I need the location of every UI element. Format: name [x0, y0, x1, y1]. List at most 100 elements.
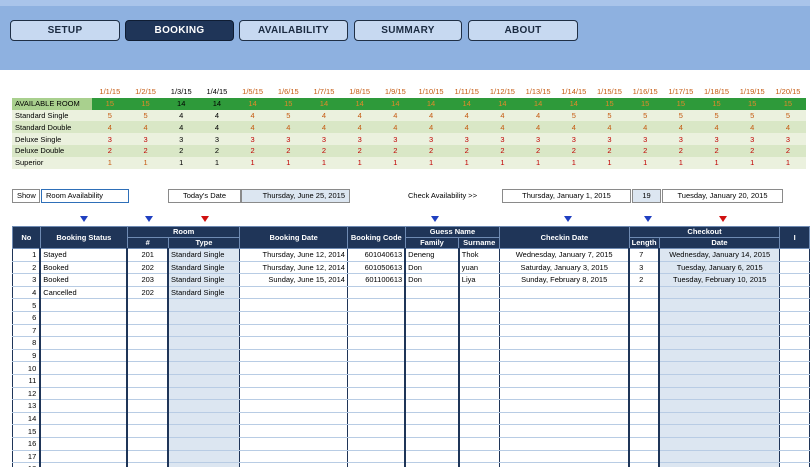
- booking-status-cell[interactable]: [39, 424, 129, 438]
- booking-status-cell[interactable]: [39, 311, 129, 325]
- length-cell[interactable]: [628, 336, 661, 350]
- family-name-cell[interactable]: [404, 298, 460, 312]
- surname-cell[interactable]: [458, 374, 501, 388]
- length-cell[interactable]: 2: [628, 273, 661, 287]
- room-number-cell[interactable]: 202: [126, 286, 170, 300]
- check-from-date[interactable]: Thursday, January 1, 2015: [502, 189, 631, 203]
- checkin-date-cell[interactable]: [499, 298, 630, 312]
- booking-date-cell[interactable]: [239, 324, 348, 338]
- family-name-cell[interactable]: [404, 437, 460, 451]
- family-name-cell[interactable]: Don: [404, 273, 460, 287]
- booking-date-cell[interactable]: [239, 437, 348, 451]
- surname-cell[interactable]: [458, 336, 501, 350]
- checkin-date-cell[interactable]: [499, 450, 630, 464]
- room-number-cell[interactable]: [126, 424, 170, 438]
- room-number-cell[interactable]: [126, 387, 170, 401]
- surname-cell[interactable]: [458, 462, 501, 467]
- status-filter-arrow-icon[interactable]: [80, 216, 88, 222]
- booking-date-cell[interactable]: [239, 462, 348, 467]
- room-number-cell[interactable]: [126, 399, 170, 413]
- checkin-date-cell[interactable]: [499, 399, 630, 413]
- family-name-cell[interactable]: [404, 349, 460, 363]
- family-name-cell[interactable]: [404, 450, 460, 464]
- checkin-date-cell[interactable]: [499, 387, 630, 401]
- booking-date-cell[interactable]: Thursday, June 12, 2014: [239, 248, 348, 262]
- booking-date-cell[interactable]: Thursday, June 12, 2014: [239, 261, 348, 275]
- family-name-cell[interactable]: [404, 374, 460, 388]
- family-name-cell[interactable]: Deneng: [404, 248, 460, 262]
- checkin-date-cell[interactable]: Wednesday, January 7, 2015: [499, 248, 630, 262]
- length-cell[interactable]: [628, 424, 661, 438]
- family-name-cell[interactable]: [404, 311, 460, 325]
- booking-date-cell[interactable]: [239, 399, 348, 413]
- family-filter-arrow-icon[interactable]: [431, 216, 439, 222]
- checkin-date-cell[interactable]: [499, 361, 630, 375]
- booking-status-cell[interactable]: [39, 349, 129, 363]
- booking-date-cell[interactable]: [239, 311, 348, 325]
- length-cell[interactable]: [628, 324, 661, 338]
- booking-status-cell[interactable]: Cancelled: [39, 286, 129, 300]
- surname-cell[interactable]: [458, 324, 501, 338]
- room-number-cell[interactable]: [126, 336, 170, 350]
- length-cell[interactable]: [628, 450, 661, 464]
- room-number-cell[interactable]: [126, 374, 170, 388]
- show-view-dropdown[interactable]: Room Availability: [41, 189, 129, 203]
- length-cell[interactable]: [628, 462, 661, 467]
- tab-availability[interactable]: AVAILABILITY: [239, 20, 348, 41]
- booking-date-cell[interactable]: [239, 412, 348, 426]
- family-name-cell[interactable]: [404, 387, 460, 401]
- room-filter-arrow-icon[interactable]: [145, 216, 153, 222]
- tab-summary[interactable]: SUMMARY: [354, 20, 462, 41]
- length-cell[interactable]: [628, 399, 661, 413]
- surname-cell[interactable]: [458, 286, 501, 300]
- booking-status-cell[interactable]: Booked: [39, 273, 129, 287]
- family-name-cell[interactable]: Don: [404, 261, 460, 275]
- surname-cell[interactable]: [458, 298, 501, 312]
- booking-status-cell[interactable]: [39, 361, 129, 375]
- surname-cell[interactable]: [458, 412, 501, 426]
- room-number-cell[interactable]: [126, 462, 170, 467]
- surname-cell[interactable]: [458, 399, 501, 413]
- tab-setup[interactable]: SETUP: [10, 20, 120, 41]
- length-cell[interactable]: [628, 374, 661, 388]
- surname-cell[interactable]: [458, 349, 501, 363]
- length-cell[interactable]: [628, 311, 661, 325]
- booking-status-cell[interactable]: [39, 324, 129, 338]
- checkin-date-cell[interactable]: [499, 374, 630, 388]
- surname-cell[interactable]: Liya: [458, 273, 501, 287]
- booking-date-cell[interactable]: [239, 336, 348, 350]
- length-cell[interactable]: [628, 286, 661, 300]
- family-name-cell[interactable]: [404, 336, 460, 350]
- room-number-cell[interactable]: [126, 361, 170, 375]
- room-number-cell[interactable]: 202: [126, 261, 170, 275]
- booking-date-cell[interactable]: [239, 286, 348, 300]
- surname-cell[interactable]: yuan: [458, 261, 501, 275]
- booking-status-cell[interactable]: [39, 450, 129, 464]
- booking-status-cell[interactable]: [39, 374, 129, 388]
- booking-date-cell[interactable]: [239, 450, 348, 464]
- checkin-date-cell[interactable]: Sunday, February 8, 2015: [499, 273, 630, 287]
- booking-date-cell[interactable]: [239, 298, 348, 312]
- room-number-cell[interactable]: [126, 298, 170, 312]
- checkin-date-cell[interactable]: [499, 324, 630, 338]
- checkin-date-cell[interactable]: [499, 349, 630, 363]
- booking-status-cell[interactable]: [39, 387, 129, 401]
- length-cell[interactable]: [628, 387, 661, 401]
- surname-cell[interactable]: [458, 361, 501, 375]
- surname-cell[interactable]: [458, 424, 501, 438]
- length-cell[interactable]: [628, 412, 661, 426]
- room-number-cell[interactable]: 203: [126, 273, 170, 287]
- room-number-cell[interactable]: [126, 324, 170, 338]
- length-cell[interactable]: [628, 361, 661, 375]
- check-nights-count[interactable]: 19: [632, 189, 661, 203]
- tab-about[interactable]: ABOUT: [468, 20, 578, 41]
- booking-status-cell[interactable]: [39, 437, 129, 451]
- surname-cell[interactable]: [458, 437, 501, 451]
- length-cell[interactable]: [628, 298, 661, 312]
- type-sort-arrow-icon[interactable]: [201, 216, 209, 222]
- room-number-cell[interactable]: [126, 437, 170, 451]
- length-cell[interactable]: 3: [628, 261, 661, 275]
- booking-status-cell[interactable]: Booked: [39, 261, 129, 275]
- length-cell[interactable]: 7: [628, 248, 661, 262]
- booking-date-cell[interactable]: [239, 387, 348, 401]
